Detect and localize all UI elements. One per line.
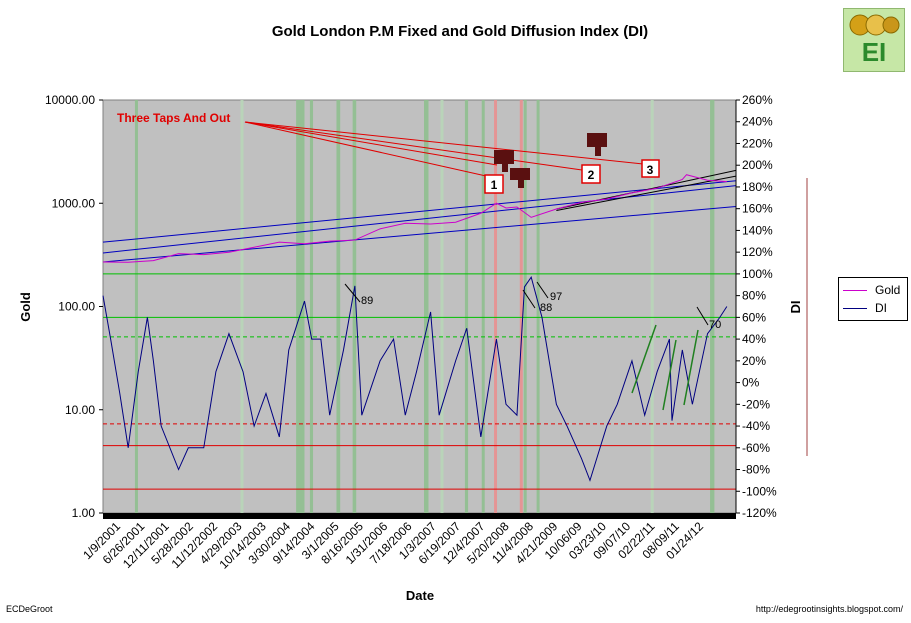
legend-label-gold: Gold xyxy=(875,283,901,297)
highlight-band xyxy=(134,100,138,513)
y-axis-right-label: DI xyxy=(788,301,803,314)
legend-item-di: DI xyxy=(843,300,887,316)
trend-line xyxy=(102,185,737,254)
y-right-tick-label: -80% xyxy=(742,463,770,477)
logo-text: EI xyxy=(861,37,887,67)
highlight-band xyxy=(309,100,314,513)
y-right-tick-label: 140% xyxy=(742,223,773,237)
y-right-tick-label: 260% xyxy=(742,93,773,107)
y-left-tick-label: 1000.00 xyxy=(52,196,96,210)
annotation-70: 70 xyxy=(709,319,721,331)
y-right-tick-label: 60% xyxy=(742,310,766,324)
highlight-band xyxy=(423,100,429,513)
series-line-di xyxy=(102,275,728,482)
trend-arrow xyxy=(683,329,699,406)
pointing-hand-icon xyxy=(494,133,607,188)
tap-marker-2: 2 xyxy=(581,164,601,184)
y-axis-left: 1.00 10.00 100.00 1000.00 10000.00 xyxy=(45,93,103,520)
legend-swatch-di xyxy=(843,307,867,309)
tap-marker-1-label: 1 xyxy=(491,178,498,192)
y-left-tick-label: 10000.00 xyxy=(45,93,95,107)
three-taps-line xyxy=(244,121,644,165)
footer-url: http://edegrootinsights.blogspot.com/ xyxy=(755,604,903,614)
x-axis: 1/9/20016/26/200112/11/20015/28/200211/1… xyxy=(80,513,736,572)
y-axis-right: -120% -100% -80% -60% -40% -20% 0% 20% 40% 60% 80%… xyxy=(735,93,808,520)
trend-lines xyxy=(102,121,737,263)
y-right-tick-label: 120% xyxy=(742,245,773,259)
reference-lines xyxy=(103,273,736,490)
y-right-tick-label: 40% xyxy=(742,332,766,346)
y-right-tick-label: 100% xyxy=(742,267,773,281)
highlight-bands xyxy=(134,100,715,513)
legend-item-gold: Gold xyxy=(843,282,900,298)
y-right-tick-label: 80% xyxy=(742,289,766,303)
trend-arrow xyxy=(631,324,657,394)
tap-marker-1: 1 xyxy=(484,174,504,194)
y-axis-left-label: Gold xyxy=(18,292,33,322)
annotation-89: 89 xyxy=(361,295,373,307)
y-right-tick-label: 180% xyxy=(742,180,773,194)
y-right-tick-label: 20% xyxy=(742,354,766,368)
y-right-tick-label: 220% xyxy=(742,136,773,150)
y-left-tick-label: 1.00 xyxy=(72,506,96,520)
annotation-arrow xyxy=(344,283,361,303)
highlight-band xyxy=(296,100,305,513)
annotation-97: 97 xyxy=(550,291,562,303)
highlight-band xyxy=(710,100,715,513)
y-right-tick-label: 0% xyxy=(742,376,760,390)
legend: Gold DI xyxy=(838,277,908,321)
y-right-tick-label: 240% xyxy=(742,115,773,129)
y-left-tick-label: 10.00 xyxy=(65,403,95,417)
y-right-tick-label: -60% xyxy=(742,441,770,455)
legend-label-di: DI xyxy=(875,301,887,315)
y-right-tick-label: 160% xyxy=(742,202,773,216)
plot-background xyxy=(102,99,737,514)
y-right-tick-label: -120% xyxy=(742,506,777,520)
y-right-tick-label: 200% xyxy=(742,158,773,172)
series-line-gold xyxy=(102,174,727,263)
highlight-band xyxy=(352,100,357,513)
highlight-band xyxy=(240,100,244,513)
trend-line xyxy=(556,175,737,212)
annotation-three-taps: Three Taps And Out xyxy=(117,111,230,125)
three-taps-line xyxy=(244,121,583,171)
highlight-band xyxy=(523,100,527,513)
plot-area xyxy=(102,99,737,514)
trend-arrow xyxy=(662,339,677,411)
annotation-arrow xyxy=(696,306,709,326)
trend-line xyxy=(556,169,737,210)
highlight-band xyxy=(650,100,654,513)
annotation-arrow xyxy=(522,289,536,309)
highlight-band xyxy=(440,100,444,513)
highlight-band xyxy=(481,100,485,513)
y-right-tick-label: -20% xyxy=(742,397,770,411)
trend-line xyxy=(102,206,737,263)
footer-author: ECDeGroot xyxy=(6,604,53,614)
y-left-tick-label: 100.00 xyxy=(58,300,95,314)
tap-marker-3: 3 xyxy=(641,159,660,178)
series-lines xyxy=(102,174,728,482)
tap-marker-3-label: 3 xyxy=(647,163,654,177)
y-right-tick-label: -100% xyxy=(742,484,777,498)
highlight-band xyxy=(494,100,498,513)
x-axis-label: Date xyxy=(406,588,434,603)
chart-title: Gold London P.M Fixed and Gold Diffusion… xyxy=(272,23,648,40)
gold-coins-icon xyxy=(849,14,900,36)
x-axis-bar xyxy=(103,513,736,519)
highlight-band xyxy=(536,100,540,513)
annotation-88: 88 xyxy=(540,302,552,314)
legend-swatch-gold xyxy=(843,289,867,291)
highlight-band xyxy=(519,100,523,513)
trend-line xyxy=(102,180,737,243)
annotation-arrow xyxy=(536,281,549,299)
annotation-arrows xyxy=(344,281,709,411)
three-taps-line xyxy=(244,121,498,166)
highlight-band xyxy=(336,100,341,513)
y-right-tick-label: -40% xyxy=(742,419,770,433)
highlight-band xyxy=(464,100,469,513)
three-taps-line xyxy=(244,121,487,177)
brand-logo: EI xyxy=(843,8,905,72)
tap-marker-2-label: 2 xyxy=(588,168,595,182)
